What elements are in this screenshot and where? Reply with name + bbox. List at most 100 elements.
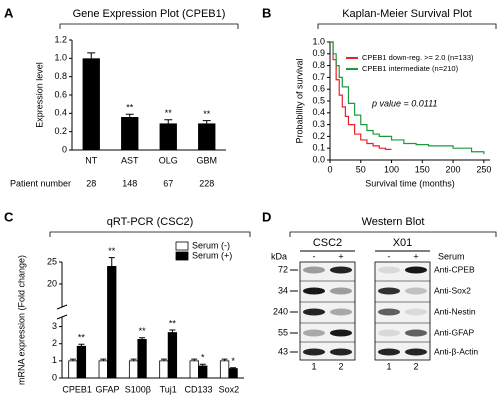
x-tick-label: Tuj1 [160, 384, 177, 394]
y-tick-label: 0.6 [54, 89, 67, 99]
condition-state: + [338, 251, 343, 261]
x-tick-label: AST [121, 155, 139, 165]
survival-curve [330, 41, 392, 150]
band [330, 266, 352, 274]
bar [159, 123, 177, 150]
bar [98, 360, 108, 379]
x-tick-label: 50 [356, 164, 366, 174]
y-tick-label: 0.8 [312, 60, 325, 70]
error-bar [87, 52, 96, 59]
table-cell: 28 [86, 178, 96, 188]
condition-state: - [388, 251, 391, 261]
significance: ** [169, 318, 177, 328]
x-tick-label: 250 [476, 164, 491, 174]
error-bar [164, 119, 173, 124]
table-cell: 67 [163, 178, 173, 188]
marker-label: 240 [273, 306, 288, 316]
band [330, 308, 352, 316]
y-tick-label: 25 [47, 256, 57, 266]
y-tick-label: 0.4 [312, 107, 325, 117]
lane-label: 2 [413, 361, 418, 371]
y-tick-label: 20 [47, 278, 57, 288]
x-tick-label: 0 [327, 164, 332, 174]
y-tick-label: 0.0 [312, 154, 325, 164]
title-bracket [317, 23, 497, 29]
annotation: p value = 0.0111 [371, 98, 437, 108]
x-axis-label: Survival time (months) [365, 178, 455, 188]
chart-title: Gene Expression Plot (CPEB1) [73, 8, 226, 20]
y-tick-label: 0.8 [54, 71, 67, 81]
panel-letter: C [4, 209, 14, 224]
band [405, 287, 427, 295]
y-tick-label: 0.2 [54, 126, 67, 136]
condition-state: - [313, 251, 316, 261]
x-tick-label: CD133 [184, 384, 212, 394]
group-label: X01 [393, 237, 413, 249]
y-tick-label: 1 [52, 355, 57, 365]
legend-label: CPEB1 down-reg. >= 2.0 (n=133) [362, 53, 474, 62]
band [330, 329, 352, 337]
condition-label: Serum [438, 251, 465, 261]
y-tick-label: 0.2 [312, 131, 325, 141]
y-tick-label: 1.0 [312, 36, 325, 46]
y-tick-label: 0 [62, 144, 67, 154]
bar [76, 345, 87, 379]
legend-label: Serum (+) [192, 250, 232, 260]
title-bracket [49, 231, 251, 237]
bar [198, 365, 208, 379]
antibody-label: Anti-CPEB [434, 264, 475, 274]
error-bar [125, 113, 134, 117]
lane-label: 2 [338, 361, 343, 371]
bar [68, 360, 78, 379]
lane-label: 1 [386, 361, 391, 371]
y-axis-label: Probability of survival [294, 58, 304, 143]
y-tick-label: 0 [52, 372, 57, 382]
x-tick-label: CPEB1 [62, 384, 92, 394]
lane-label: 1 [311, 361, 316, 371]
bar [82, 58, 100, 151]
y-axis-label: mRNA expression (Fold change) [16, 255, 26, 385]
bar [167, 332, 178, 379]
chart-title: Kaplan-Meier Survival Plot [342, 8, 472, 20]
y-tick-label: 0.3 [312, 119, 325, 129]
y-tick-label: 3 [52, 321, 57, 331]
antibody-label: Anti-Sox2 [434, 285, 471, 295]
y-tick-label: 0.4 [54, 108, 67, 118]
title-bracket [59, 23, 239, 29]
band [303, 329, 325, 337]
unit-label: kDa [271, 251, 287, 261]
significance: ** [108, 246, 116, 256]
x-tick-label: NT [85, 155, 97, 165]
band [330, 348, 352, 356]
survival-curve [330, 41, 485, 155]
title-bracket [289, 231, 497, 237]
axis-break [58, 307, 66, 317]
band [405, 308, 427, 316]
bar [219, 360, 230, 379]
y-tick-label: 1.2 [54, 34, 67, 44]
x-tick-label: Sox2 [219, 384, 240, 394]
x-tick-label: 150 [415, 164, 430, 174]
marker-label: 72 [278, 264, 288, 274]
band [303, 348, 325, 356]
panel-letter: D [262, 209, 271, 224]
significance: ** [78, 333, 86, 343]
y-tick-label: 1.0 [54, 53, 67, 63]
x-tick-label: GFAP [95, 384, 119, 394]
chart-title: qRT-PCR (CSC2) [107, 216, 194, 228]
band [303, 287, 325, 295]
x-tick-label: S100β [125, 384, 151, 394]
marker-label: 34 [278, 285, 288, 295]
significance: ** [139, 326, 147, 336]
legend-label: Serum (-) [192, 240, 230, 250]
significance: ** [203, 109, 211, 119]
table-cell: 148 [122, 178, 137, 188]
y-axis-label: Expression level [34, 62, 44, 128]
legend-swatch [175, 241, 189, 251]
group-label: CSC2 [313, 237, 342, 249]
band [303, 266, 325, 274]
x-tick-label: GBM [196, 155, 217, 165]
x-tick-label: 100 [384, 164, 399, 174]
band [303, 308, 325, 316]
antibody-label: Anti-Nestin [434, 306, 476, 316]
